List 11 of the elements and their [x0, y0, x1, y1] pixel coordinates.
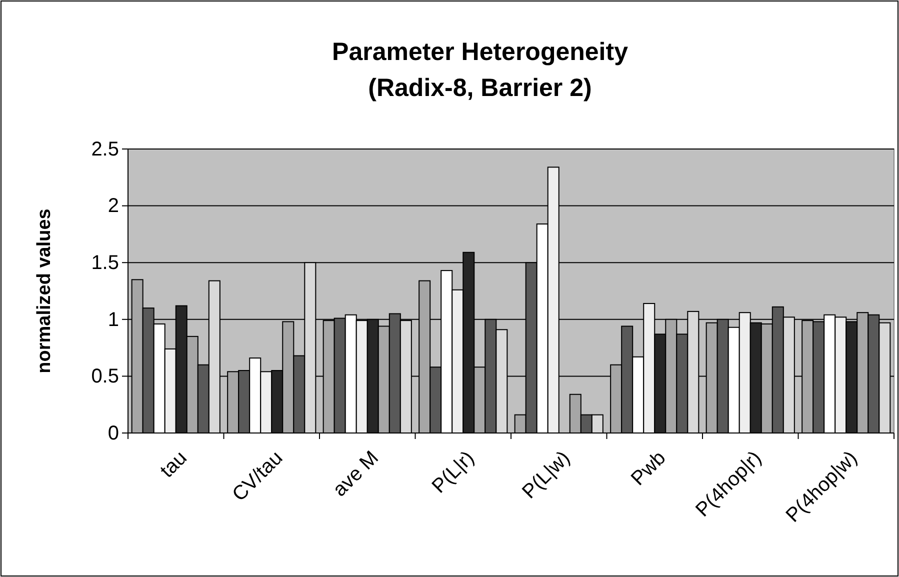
- y-tick-label: 0.5: [91, 366, 119, 388]
- y-tick-label: 2.5: [91, 138, 119, 160]
- x-tick-label: tau: [156, 447, 192, 482]
- y-tick-label: 2: [108, 195, 119, 218]
- chart-title: Parameter Heterogeneity (Radix-8, Barrier 2): [332, 38, 628, 102]
- y-tick-label: 1: [108, 308, 119, 331]
- y-tick-label: 1.5: [91, 252, 119, 274]
- y-axis-title: normalized values: [34, 208, 55, 374]
- x-tick-label: ave M: [328, 447, 383, 502]
- x-tick-label: Pwb: [627, 447, 670, 490]
- y-tick-label: 0: [108, 422, 119, 444]
